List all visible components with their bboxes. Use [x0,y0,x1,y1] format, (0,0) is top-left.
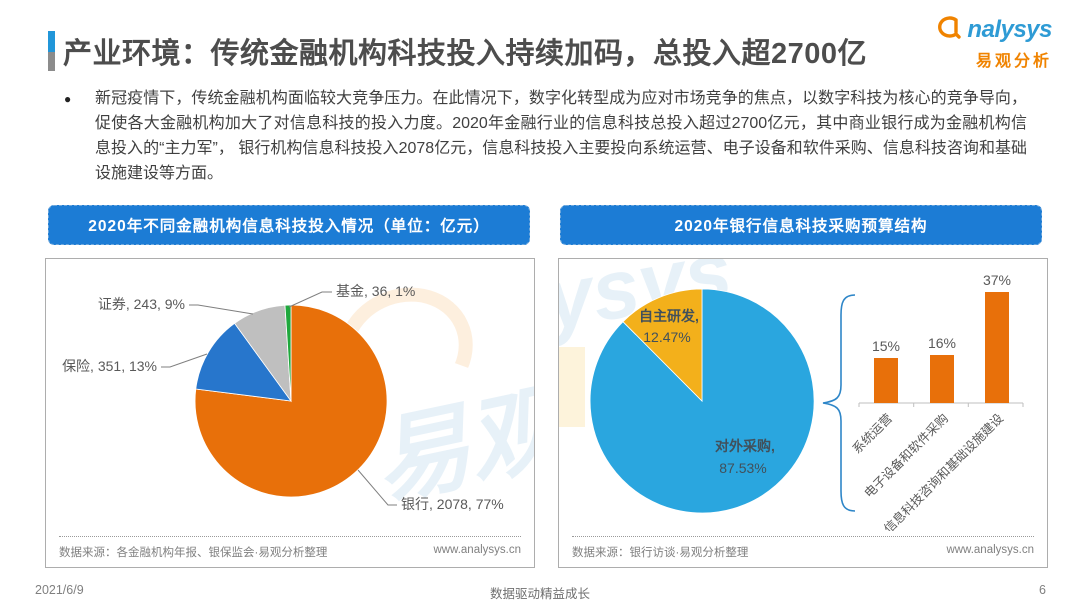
footer-date: 2021/6/9 [35,583,84,597]
left-source-row: 数据来源：各金融机构年报、银保监会·易观分析整理 www.analysys.cn [59,536,521,560]
right-source-row: 数据来源：银行访谈·易观分析整理 www.analysys.cn [572,536,1034,560]
intro-paragraph: 新冠疫情下，传统金融机构面临较大竞争压力。在此情况下，数字化转型成为应对市场竞争… [95,90,1027,182]
right-source-label: 数据来源：银行访谈·易观分析整理 [572,547,749,559]
svg-text:37%: 37% [983,272,1011,288]
footer-slogan: 数据驱动精益成长 [489,587,590,601]
svg-text:87.53%: 87.53% [719,460,766,476]
footer-page-number: 6 [1039,583,1046,597]
title-accent-bar [48,31,55,71]
svg-text:16%: 16% [928,335,956,351]
right-chart-panel: ysys 对外采购,87.53%自主研发,12.47%15%系统运营16%电子设… [558,258,1048,568]
bullet-icon: ● [64,92,72,106]
svg-text:12.47%: 12.47% [643,329,690,345]
svg-text:基金, 36, 1%: 基金, 36, 1% [336,283,415,299]
svg-text:银行, 2078, 77%: 银行, 2078, 77% [401,496,504,512]
left-source-label: 数据来源：各金融机构年报、银保监会·易观分析整理 [59,547,328,559]
left-chart-banner: 2020年不同金融机构信息科技投入情况（单位：亿元） [48,205,530,245]
logo-brand-cn: 易观分析 [975,53,1052,70]
svg-text:自主研发,: 自主研发, [639,308,699,324]
pie-chart-institutions: 银行, 2078, 77% 保险, 351, 13% 证券, 243, 9% 基金, … [62,283,504,512]
left-chart-panel: 易观 银行, 2078, 77% 保险, 351, 13% 证券, 243, 9% 基… [45,258,535,568]
svg-text:对外采购,: 对外采购, [715,438,775,454]
left-website-link[interactable]: www.analysys.cn [433,544,521,556]
page-title: 产业环境：传统金融机构科技投入持续加码，总投入超2700亿 [63,38,868,70]
pie-bar-chart-procurement: 对外采购,87.53%自主研发,12.47%15%系统运营16%电子设备和软件采… [589,272,1024,531]
logo-brand-text: nalysys [967,15,1052,43]
right-chart-banner: 2020年银行信息科技采购预算结构 [560,205,1042,245]
analysys-logo: nalysys 易观分析 [922,12,1052,71]
footer: 2021/6/9 数据驱动精益成长 6 [0,583,1080,603]
svg-text:15%: 15% [872,338,900,354]
svg-text:证券, 243, 9%: 证券, 243, 9% [98,296,185,312]
analysys-swirl-icon [932,12,966,47]
svg-text:保险, 351, 13%: 保险, 351, 13% [62,358,157,374]
svg-text:系统运营: 系统运营 [850,411,895,456]
right-website-link[interactable]: www.analysys.cn [946,544,1034,556]
